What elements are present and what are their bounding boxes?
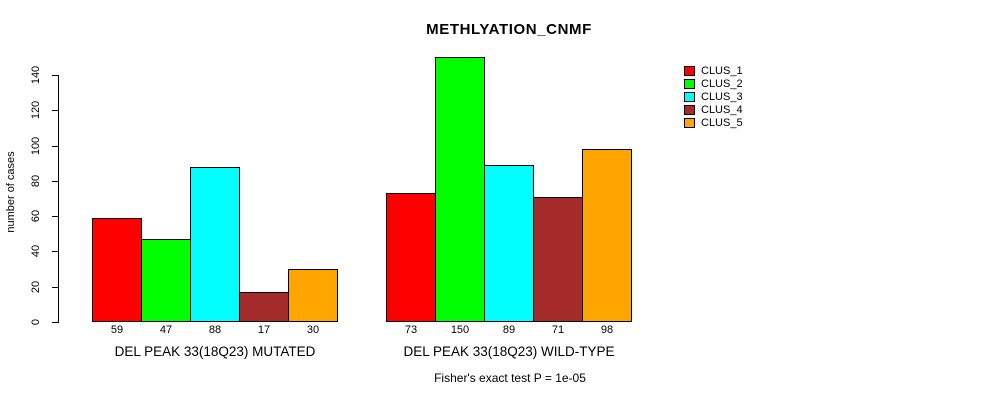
bar-value-label: 89: [502, 324, 516, 336]
bar-value-label: 98: [600, 324, 614, 336]
legend-label: CLUS_3: [701, 90, 743, 103]
legend-swatch: [684, 118, 695, 129]
legend: CLUS_1 CLUS_2 CLUS_3 CLUS_4 CLUS_5: [684, 64, 743, 130]
legend-label: CLUS_1: [701, 64, 743, 77]
y-tick: [52, 322, 59, 323]
bar-value-label: 59: [110, 324, 124, 336]
bar: [484, 165, 534, 322]
legend-item: CLUS_5: [684, 117, 743, 130]
bar: [288, 269, 338, 322]
legend-label: CLUS_5: [701, 117, 743, 130]
bar: [141, 239, 191, 322]
legend-item: CLUS_2: [684, 77, 743, 90]
legend-swatch: [684, 65, 695, 76]
bar: [92, 218, 142, 322]
bar-value-label: 47: [159, 324, 173, 336]
chart-title: METHLYATION_CNMF: [426, 21, 592, 38]
bar: [386, 193, 436, 322]
bar-value-label: 17: [257, 324, 271, 336]
legend-item: CLUS_4: [684, 104, 743, 117]
y-tick: [52, 146, 59, 147]
legend-swatch: [684, 78, 695, 89]
legend-label: CLUS_2: [701, 77, 743, 90]
y-axis-label: number of cases: [5, 151, 17, 233]
y-tick: [52, 287, 59, 288]
y-tick-label: 100: [30, 136, 42, 156]
bar: [239, 292, 289, 322]
legend-swatch: [684, 105, 695, 116]
bar: [190, 167, 240, 322]
y-tick: [52, 216, 59, 217]
legend-label: CLUS_4: [701, 104, 743, 117]
y-tick: [52, 251, 59, 252]
legend-item: CLUS_3: [684, 90, 743, 103]
y-tick: [52, 181, 59, 182]
y-tick-label: 0: [30, 318, 42, 326]
bar: [582, 149, 632, 322]
y-tick-label: 120: [30, 100, 42, 120]
y-tick-label: 40: [30, 244, 42, 258]
y-tick-label: 140: [30, 65, 42, 85]
legend-swatch: [684, 91, 695, 102]
bar: [435, 57, 485, 322]
y-tick-label: 60: [30, 209, 42, 223]
bar-value-label: 73: [404, 324, 418, 336]
bar-value-label: 88: [208, 324, 222, 336]
bar-value-label: 71: [551, 324, 565, 336]
y-tick: [52, 75, 59, 76]
footer-note: Fisher's exact test P = 1e-05: [434, 371, 586, 385]
group-label: DEL PEAK 33(18Q23) MUTATED: [114, 344, 316, 359]
y-tick-label: 80: [30, 174, 42, 188]
bar: [533, 197, 583, 322]
y-tick-label: 20: [30, 280, 42, 294]
bar-value-label: 150: [450, 324, 470, 336]
y-axis: [58, 75, 59, 323]
bar-value-label: 30: [306, 324, 320, 336]
group-label: DEL PEAK 33(18Q23) WILD-TYPE: [403, 344, 615, 359]
y-tick: [52, 110, 59, 111]
legend-item: CLUS_1: [684, 64, 743, 77]
